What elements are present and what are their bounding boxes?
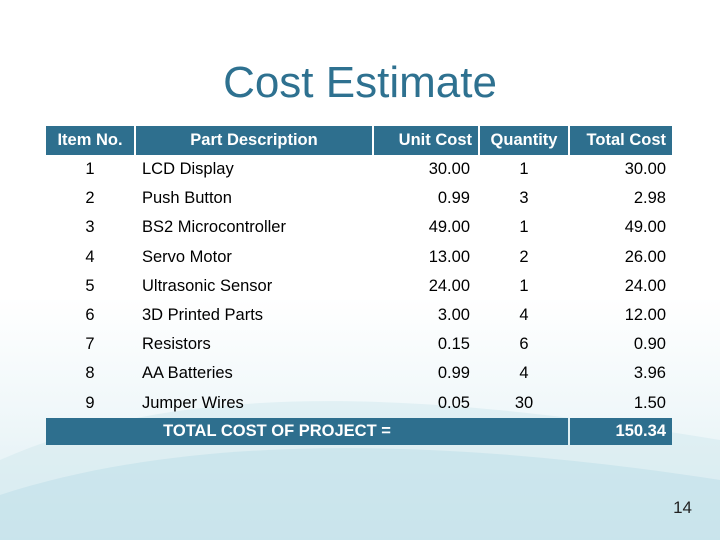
table-row: 4 Servo Motor 13.00 2 26.00 — [46, 243, 672, 272]
total-cost-label: TOTAL COST OF PROJECT = — [46, 417, 568, 445]
item-no-cell: 7 — [85, 335, 95, 354]
header-row: Item No. Part Description Unit Cost Quan… — [46, 126, 672, 155]
quantity-cell: 1 — [519, 276, 529, 295]
quantity-cell: 1 — [519, 218, 529, 237]
cost-table: Item No. Part Description Unit Cost Quan… — [44, 126, 674, 445]
description-cell: Resistors — [142, 335, 211, 354]
quantity-cell: 30 — [514, 393, 534, 412]
unit-cost-cell: 0.05 — [437, 393, 470, 412]
total-row: TOTAL COST OF PROJECT = 150.34 — [46, 417, 672, 445]
header-item-no: Item No. — [46, 126, 134, 155]
total-cost-cell: 2.98 — [633, 189, 666, 208]
item-no-cell: 3 — [85, 218, 95, 237]
item-no-cell: 2 — [85, 189, 95, 208]
total-cost-cell: 12.00 — [624, 306, 666, 325]
slide-title: Cost Estimate — [223, 58, 497, 107]
quantity-cell: 4 — [519, 364, 529, 383]
table-row: 8 AA Batteries 0.99 4 3.96 — [46, 359, 672, 388]
quantity-cell: 4 — [519, 306, 529, 325]
quantity-cell: 2 — [519, 247, 529, 266]
total-cost-cell: 1.50 — [633, 393, 666, 412]
description-cell: Ultrasonic Sensor — [142, 276, 273, 295]
table-row: 7 Resistors 0.15 6 0.90 — [46, 330, 672, 359]
description-cell: Jumper Wires — [142, 393, 244, 412]
total-cost-cell: 24.00 — [624, 276, 666, 295]
total-cost-cell: 30.00 — [624, 160, 666, 179]
table-row: 1 LCD Display 30.00 1 30.00 — [46, 155, 672, 184]
description-cell: Servo Motor — [142, 247, 232, 266]
item-no-cell: 6 — [85, 306, 95, 325]
unit-cost-cell: 30.00 — [428, 160, 470, 179]
unit-cost-cell: 24.00 — [428, 276, 470, 295]
total-cost-cell: 49.00 — [624, 218, 666, 237]
table-row: 9 Jumper Wires 0.05 30 1.50 — [46, 389, 672, 418]
unit-cost-cell: 0.15 — [437, 335, 470, 354]
quantity-cell: 1 — [519, 160, 529, 179]
table-row: 5 Ultrasonic Sensor 24.00 1 24.00 — [46, 272, 672, 301]
description-cell: BS2 Microcontroller — [142, 218, 286, 237]
description-cell: Push Button — [142, 189, 232, 208]
header-quantity: Quantity — [480, 126, 568, 155]
total-cost-value: 150.34 — [570, 417, 672, 445]
header-total-cost: Total Cost — [570, 126, 672, 155]
header-unit-cost: Unit Cost — [374, 126, 478, 155]
description-cell: LCD Display — [142, 160, 234, 179]
slide-number: 14 — [673, 498, 692, 517]
item-no-cell: 8 — [85, 364, 95, 383]
unit-cost-cell: 49.00 — [428, 218, 470, 237]
total-cost-cell: 3.96 — [633, 364, 666, 383]
description-cell: AA Batteries — [142, 364, 233, 383]
header-part-description: Part Description — [136, 126, 372, 155]
table-row: 2 Push Button 0.99 3 2.98 — [46, 184, 672, 213]
total-cost-cell: 0.90 — [633, 335, 666, 354]
unit-cost-cell: 0.99 — [437, 189, 470, 208]
table-row: 3 BS2 Microcontroller 49.00 1 49.00 — [46, 213, 672, 242]
total-cost-cell: 26.00 — [624, 247, 666, 266]
item-no-cell: 4 — [85, 247, 95, 266]
unit-cost-cell: 3.00 — [437, 306, 470, 325]
unit-cost-cell: 13.00 — [428, 247, 470, 266]
item-no-cell: 5 — [85, 276, 95, 295]
quantity-cell: 6 — [519, 335, 529, 354]
quantity-cell: 3 — [519, 189, 529, 208]
unit-cost-cell: 0.99 — [437, 364, 470, 383]
table-row: 6 3D Printed Parts 3.00 4 12.00 — [46, 301, 672, 330]
item-no-cell: 9 — [85, 393, 95, 412]
description-cell: 3D Printed Parts — [142, 306, 264, 325]
item-no-cell: 1 — [85, 160, 95, 179]
